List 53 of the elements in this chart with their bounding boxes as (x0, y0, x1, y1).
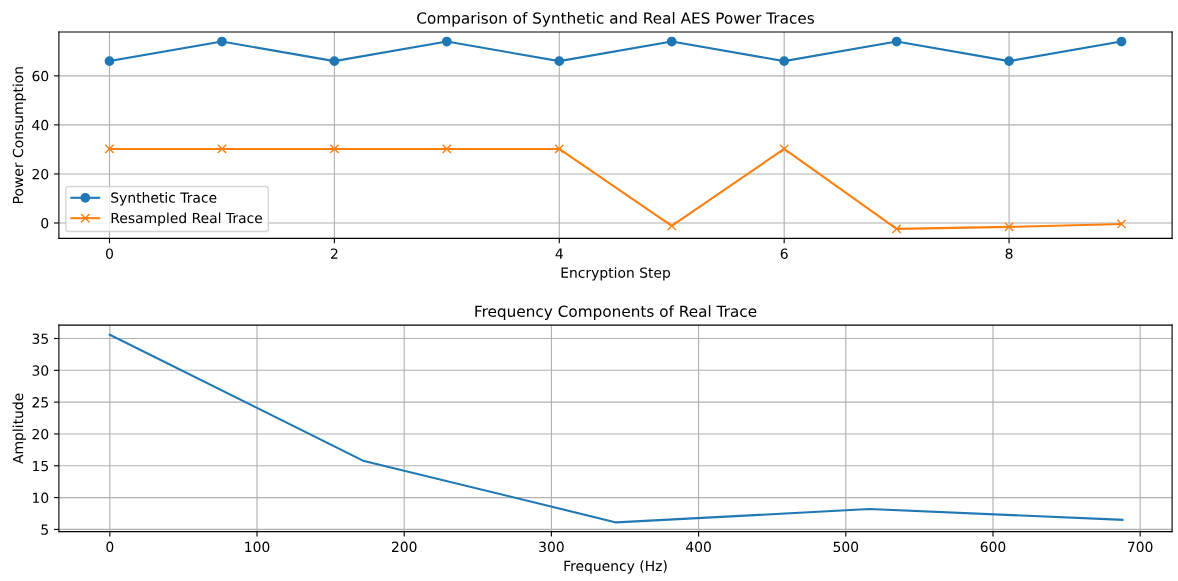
point (779, 144, 790, 154)
y-tick-label: 20 (32, 168, 49, 180)
point (666, 36, 677, 47)
x-tick-label: 0 (106, 541, 114, 553)
y-tick-label: 25 (32, 397, 48, 408)
y-tick-label: 5 (41, 524, 48, 535)
y-tick-label: 15 (33, 460, 48, 472)
point (329, 144, 340, 154)
x-tick-label: 300 (539, 541, 564, 553)
y-tick-label: 30 (32, 365, 49, 376)
legend-label: Synthetic Trace (111, 192, 217, 206)
x-tick-label: 6 (780, 248, 788, 259)
x-tick-label: 600 (980, 541, 1006, 553)
x-tick-label: 0 (106, 248, 113, 259)
y-tick-label: 35 (32, 333, 48, 344)
y-axis-title: Power Consumption (12, 67, 26, 204)
point (1004, 56, 1014, 66)
x-tick-label: 200 (391, 541, 417, 553)
x-tick-label: 400 (686, 541, 711, 553)
y-tick-label: 60 (32, 70, 49, 82)
point (891, 224, 902, 234)
x-tick-label: 500 (833, 541, 859, 553)
point (104, 56, 115, 66)
point (441, 144, 452, 154)
point (1004, 222, 1014, 232)
chart-title: Frequency Components of Real Trace (475, 305, 757, 320)
x-tick-label: 2 (330, 248, 338, 259)
x-axis-title: Frequency (Hz) (564, 560, 667, 574)
point (441, 36, 452, 47)
x-axis-title: Encryption Step (561, 267, 671, 281)
x-tick-label: 8 (1005, 248, 1013, 259)
point (554, 56, 565, 66)
x-tick-label: 100 (245, 541, 270, 553)
point (104, 144, 115, 154)
point (554, 144, 565, 154)
point (217, 144, 227, 154)
y-tick-label: 0 (41, 217, 49, 229)
line-series (108, 333, 1124, 524)
y-axis-title: Amplitude (12, 393, 26, 464)
point (1116, 219, 1127, 229)
point (779, 56, 790, 66)
y-tick-label: 10 (33, 492, 49, 504)
point (1116, 36, 1127, 47)
y-tick-label: 20 (32, 428, 49, 440)
legend-label: Resampled Real Trace (111, 212, 263, 226)
point (666, 221, 677, 231)
point (217, 36, 227, 47)
point (329, 56, 340, 66)
x-tick-label: 4 (555, 248, 563, 259)
chart-title: Comparison of Synthetic and Real AES Power Traces (417, 12, 814, 27)
x-tick-label: 700 (1128, 541, 1153, 553)
y-tick-label: 40 (32, 119, 49, 131)
point (891, 36, 902, 47)
